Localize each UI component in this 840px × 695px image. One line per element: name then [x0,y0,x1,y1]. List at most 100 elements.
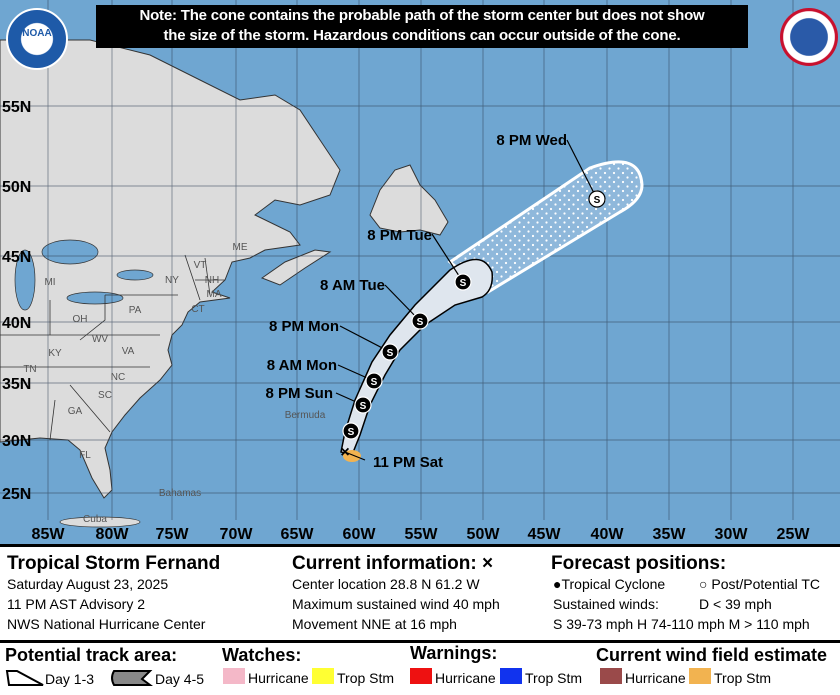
issuing-center: NWS National Hurricane Center [7,616,206,632]
storm-symbol: S [371,377,378,388]
storm-name: Tropical Storm Fernand [7,553,221,574]
place-label: ME [233,242,248,253]
forecast-time-label: 11 PM Sat [373,454,443,471]
depression-range: D < 39 mph [699,596,772,612]
nova-scotia [260,249,332,286]
cone-disclaimer-note: Note: The cone contains the probable pat… [96,5,748,48]
latitude-label: 55N [2,99,31,116]
day-1-3-cone-icon [5,670,44,686]
legend-swatch-label: Hurricane [248,670,309,686]
place-label: TN [23,364,36,375]
legend-swatch-label: Trop Stm [525,670,583,686]
place-label: Bermuda [285,410,326,421]
longitude-label: 45W [528,526,562,543]
place-label: VA [122,346,135,357]
sustained-winds-label: Sustained winds: [553,596,659,612]
noaa-logo-text: NOAA [22,28,52,39]
longitude-label: 80W [96,526,130,543]
label-leader-line [566,139,598,200]
longitude-label: 55W [405,526,439,543]
forecast-time-label: 8 PM Mon [269,318,339,335]
place-label: OH [73,314,88,325]
place-label: Bahamas [159,488,201,499]
place-label: CT [191,304,204,315]
latitude-label: 50N [2,179,31,196]
note-line-1: Note: The cone contains the probable pat… [139,7,705,24]
great-lake [14,249,36,311]
legend-swatch [500,668,522,684]
place-label: KY [48,348,62,359]
legend-post-potential-tc: ○ Post/Potential TC [699,576,820,592]
storm-symbol: S [460,278,467,289]
great-lake [66,291,124,305]
tc-label: Tropical Cyclone [561,576,666,592]
tropical-cyclone-point [454,273,472,291]
advisory-number: 11 PM AST Advisory 2 [7,596,145,612]
note-line-2: the size of the storm. Hazardous conditi… [163,27,681,44]
movement: Movement NNE at 16 mph [292,616,457,632]
storm-symbol: S [387,348,394,359]
latitude-label: 40N [2,315,31,332]
label-leader-line [339,325,391,353]
place-label: Cuba [83,514,107,525]
cuba [59,516,141,528]
longitude-label: 25W [777,526,811,543]
place-label: NH [205,275,219,286]
place-label: NY [165,275,179,286]
place-label: PA [129,305,142,316]
longitude-label: 60W [343,526,377,543]
longitude-label: 75W [156,526,190,543]
forecast-time-label: 8 PM Sun [265,385,333,402]
warnings-title: Warnings: [410,643,498,663]
longitude-label: 40W [591,526,625,543]
place-label: MI [44,277,55,288]
legend-swatch [223,668,245,684]
place-label: SC [98,390,112,401]
longitude-label: 50W [467,526,501,543]
latitude-label: 30N [2,433,31,450]
noaa-logo: NOAA [6,8,68,70]
forecast-time-label: 8 PM Wed [496,132,567,149]
place-label: MA [207,289,222,300]
tropical-cyclone-point [342,422,360,440]
advisory-date: Saturday August 23, 2025 [7,576,169,592]
post-tc-point [588,190,606,208]
filled-circle-icon: ● [553,576,562,592]
storm-symbol: S [417,317,424,328]
day-4-5-cone-icon [111,670,153,686]
open-circle-icon: ○ [699,576,708,592]
place-label: WV [92,334,108,345]
day-1-3-label: Day 1-3 [45,671,95,687]
newfoundland [369,164,449,236]
lat-lon-grid [0,0,840,520]
state-borders [0,254,225,441]
day-4-5-label: Day 4-5 [155,671,205,687]
current-info-title: Current information: × [292,553,494,574]
track-area-title: Potential track area: [5,645,178,665]
wind-categories: S 39-73 mph H 74-110 mph M > 110 mph [553,616,810,632]
longitude-label: 85W [32,526,66,543]
legend-swatch [689,668,711,684]
tropical-cyclone-point [381,343,399,361]
place-label: VT [194,260,207,271]
longitude-label: 65W [281,526,315,543]
latitude-label: 25N [2,486,31,503]
ptc-label: Post/Potential TC [711,576,821,592]
label-leader-line [344,451,366,461]
legend-swatch-label: Trop Stm [337,670,395,686]
storm-info-panel: Tropical Storm Fernand Saturday August 2… [0,544,840,641]
legend-panel: Potential track area: Day 1-3 Day 4-5 Wa… [0,640,840,695]
longitude-label: 35W [653,526,687,543]
place-label: NC [111,372,125,383]
latitude-label: 45N [2,249,31,266]
legend-swatch [410,668,432,684]
tropical-cyclone-point [411,312,429,330]
legend-tropical-cyclone: ●Tropical Cyclone [553,576,665,592]
nws-logo [780,8,838,66]
forecast-time-label: 8 AM Tue [320,277,385,294]
storm-symbol: S [348,427,355,438]
legend-swatch [600,668,622,684]
legend-swatch [312,668,334,684]
forecast-time-label: 8 AM Mon [267,357,337,374]
